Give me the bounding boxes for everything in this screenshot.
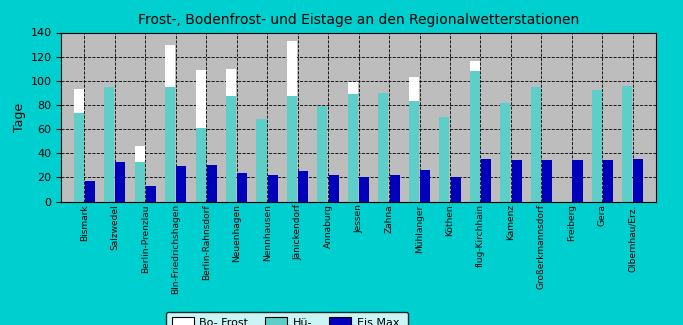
Bar [74,113,84,202]
Y-axis label: Tage: Tage [14,102,27,132]
Bar [481,159,491,202]
Bar [85,181,95,202]
Bar [135,146,145,162]
Bar [531,87,541,202]
Bar [409,77,419,101]
Bar [115,162,126,202]
Bar [390,175,400,202]
Bar [439,117,449,202]
Bar [542,161,552,202]
Legend: Bo- Frost, Hü-, Eis Max.: Bo- Frost, Hü-, Eis Max. [166,312,408,325]
Bar [451,177,460,202]
Bar [591,90,602,202]
Bar [165,87,175,202]
Bar [176,166,186,202]
Bar [287,41,297,97]
Bar [226,69,236,97]
Bar [500,102,510,202]
Bar [348,94,358,202]
Bar [603,161,613,202]
Bar [359,177,370,202]
Bar [378,93,389,202]
Bar [622,85,632,202]
Bar [470,71,480,202]
Bar [409,101,419,202]
Bar [146,186,156,202]
Bar [135,162,145,202]
Bar [287,97,297,202]
Bar [268,175,278,202]
Bar [348,82,358,94]
Bar [207,165,217,202]
Bar [470,61,480,71]
Bar [257,119,266,202]
Title: Frost-, Bodenfrost- und Eistage an den Regionalwetterstationen: Frost-, Bodenfrost- und Eistage an den R… [138,13,579,27]
Bar [104,87,114,202]
Bar [195,70,206,128]
Bar [633,159,643,202]
Bar [195,128,206,202]
Bar [226,97,236,202]
Bar [329,175,339,202]
Bar [572,161,583,202]
Bar [420,170,430,202]
Bar [318,106,327,202]
Bar [298,171,308,202]
Bar [165,45,175,87]
Bar [237,173,247,202]
Bar [74,89,84,113]
Bar [512,161,522,202]
